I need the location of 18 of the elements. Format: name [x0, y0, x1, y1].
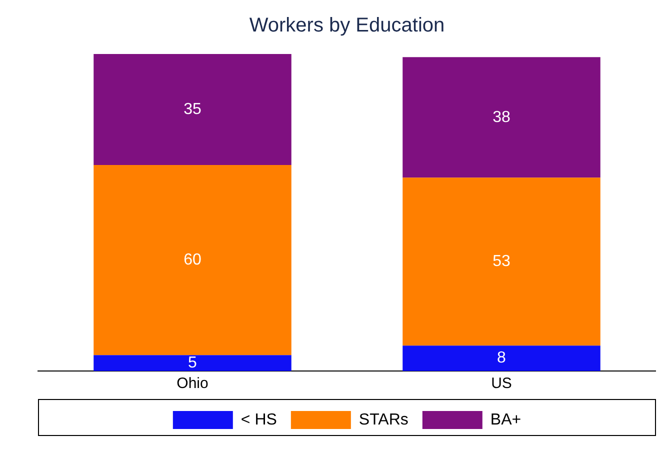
data-label: 8 — [497, 350, 506, 367]
bar — [402, 346, 600, 371]
x-tick-label: Ohio — [176, 375, 208, 392]
x-tick-label: US — [491, 375, 512, 392]
legend-label: BA+ — [490, 411, 522, 428]
legend-label: STARs — [358, 411, 408, 428]
bar — [94, 54, 292, 165]
bar — [402, 178, 600, 346]
data-label: 35 — [184, 100, 202, 118]
data-label: 53 — [492, 253, 510, 270]
bar — [94, 355, 292, 371]
chart-title: Workers by Education — [249, 14, 445, 37]
legend-label: < HS — [240, 411, 277, 428]
bar — [402, 57, 600, 178]
data-label: 5 — [188, 354, 198, 372]
bar — [94, 164, 292, 356]
data-label: 60 — [184, 251, 202, 268]
data-label: 38 — [492, 108, 510, 126]
